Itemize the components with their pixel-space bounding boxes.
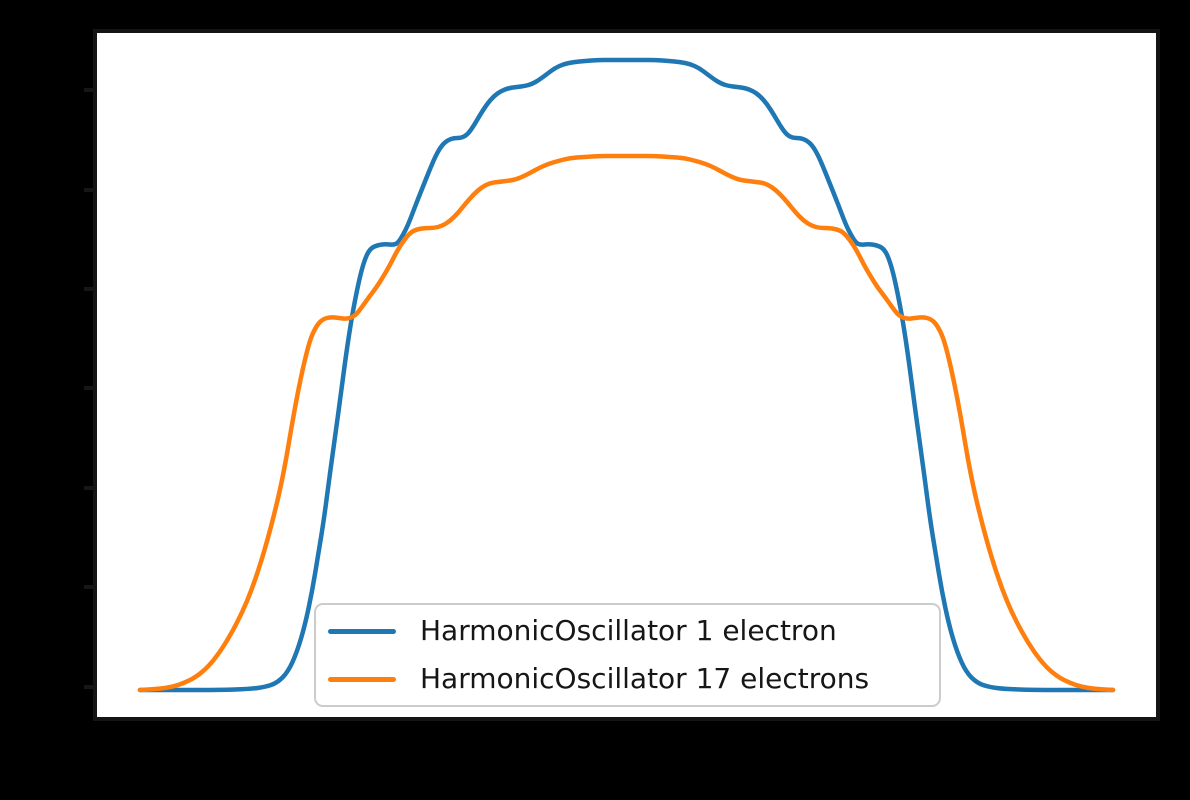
curve-17-electrons xyxy=(137,153,1116,693)
y-axis-ticks xyxy=(84,88,93,689)
legend-label-1-electron: HarmonicOscillator 1 electron xyxy=(420,614,837,647)
legend: HarmonicOscillator 1 electron HarmonicOs… xyxy=(314,603,941,707)
legend-line-sample-orange xyxy=(328,676,396,682)
legend-item-1-electron: HarmonicOscillator 1 electron xyxy=(316,607,939,655)
legend-line-sample-blue xyxy=(328,628,396,634)
legend-label-17-electrons: HarmonicOscillator 17 electrons xyxy=(420,662,870,695)
legend-item-17-electrons: HarmonicOscillator 17 electrons xyxy=(316,655,939,703)
curve-1-electron xyxy=(137,57,1116,693)
